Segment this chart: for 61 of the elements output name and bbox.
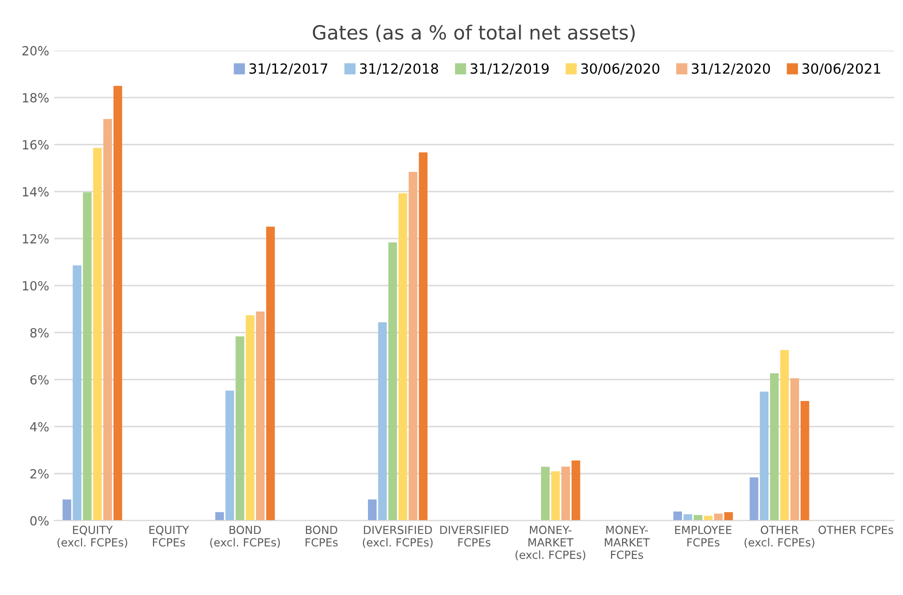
x-tick-label: BOND (excl. FCPEs) bbox=[210, 526, 280, 548]
bar bbox=[714, 514, 723, 521]
bar bbox=[673, 511, 682, 521]
y-tick-label: 18% bbox=[22, 93, 49, 103]
bar bbox=[225, 390, 234, 521]
x-tick-label: BOND FCPEs bbox=[306, 526, 338, 547]
x-tick-label: EMPLOYEE FCPEs bbox=[675, 526, 732, 547]
bar bbox=[236, 336, 244, 521]
bar bbox=[541, 466, 550, 521]
bar bbox=[113, 86, 122, 521]
y-tick-label: 12% bbox=[22, 234, 49, 244]
bar bbox=[572, 460, 580, 521]
legend-label: 31/12/2018 bbox=[360, 63, 438, 75]
bar bbox=[388, 242, 397, 521]
x-tick-label: EQUITY (excl. FCPEs) bbox=[58, 526, 128, 548]
y-tick-label: 6% bbox=[30, 375, 49, 385]
bar bbox=[750, 477, 758, 521]
bar bbox=[561, 466, 570, 521]
chart-title: Gates (as a % of total net assets) bbox=[312, 24, 635, 42]
legend-label: 31/12/2017 bbox=[249, 63, 328, 75]
bar bbox=[694, 514, 702, 521]
bar bbox=[398, 193, 408, 521]
bar bbox=[770, 373, 779, 521]
y-tick-label: 10% bbox=[22, 281, 49, 291]
legend-label: 30/06/2021 bbox=[802, 63, 880, 75]
bar bbox=[246, 315, 254, 521]
bar bbox=[408, 172, 418, 521]
bar bbox=[790, 378, 800, 521]
y-tick-label: 20% bbox=[22, 46, 49, 56]
y-tick-label: 16% bbox=[22, 140, 49, 150]
bar bbox=[378, 322, 387, 521]
bar bbox=[256, 311, 265, 521]
x-tick-label: DIVERSIFIED FCPEs bbox=[440, 526, 508, 547]
x-tick-label: MONEY- MARKET (excl. FCPEs) bbox=[516, 526, 586, 560]
bar bbox=[72, 265, 82, 521]
y-tick-label: 0% bbox=[30, 516, 49, 526]
bar bbox=[103, 118, 112, 521]
bar bbox=[418, 152, 428, 521]
bar bbox=[724, 512, 733, 521]
y-tick-label: 8% bbox=[30, 328, 49, 338]
bar bbox=[368, 499, 377, 521]
bar bbox=[551, 471, 560, 521]
bar bbox=[266, 226, 275, 521]
bar bbox=[800, 400, 810, 521]
bar bbox=[93, 148, 102, 521]
y-tick-label: 14% bbox=[22, 187, 49, 197]
bar bbox=[780, 350, 789, 521]
legend-label: 30/06/2020 bbox=[581, 63, 660, 75]
x-tick-label: MONEY- MARKET FCPEs bbox=[604, 526, 650, 559]
legend-label: 31/12/2019 bbox=[470, 63, 549, 75]
y-tick-label: 2% bbox=[30, 469, 49, 479]
x-tick-label: OTHER FCPEs bbox=[818, 526, 894, 534]
y-tick-label: 4% bbox=[30, 422, 49, 432]
bar bbox=[82, 192, 92, 521]
x-tick-label: DIVERSIFIED (excl. FCPEs) bbox=[362, 526, 433, 548]
bar bbox=[760, 392, 769, 521]
bar bbox=[62, 499, 72, 521]
legend-label: 31/12/2020 bbox=[692, 63, 770, 75]
bar bbox=[215, 512, 224, 521]
x-tick-label: OTHER (excl. FCPEs) bbox=[744, 526, 814, 548]
x-tick-label: EQUITY FCPEs bbox=[149, 526, 190, 547]
